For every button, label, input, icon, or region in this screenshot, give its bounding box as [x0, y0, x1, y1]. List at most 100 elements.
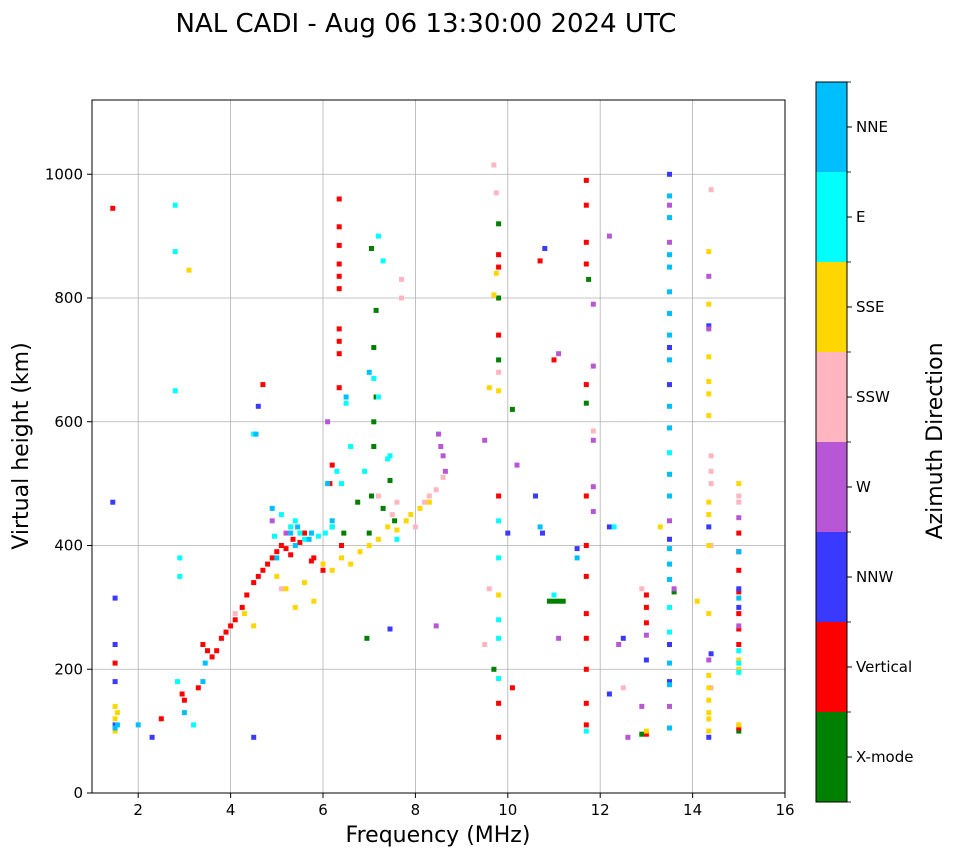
- point-vertical: [336, 286, 342, 292]
- point-e: [297, 530, 303, 536]
- point-sse: [736, 657, 742, 663]
- point-nnw: [667, 679, 672, 685]
- point-vertical: [181, 697, 187, 703]
- point-sse: [486, 385, 492, 391]
- point-e: [343, 400, 349, 406]
- point-sse: [706, 672, 712, 678]
- point-x-mode: [551, 598, 557, 604]
- point-nnw: [667, 345, 672, 350]
- point-x-mode: [491, 666, 497, 672]
- point-ssw: [708, 453, 714, 459]
- point-w: [667, 703, 672, 709]
- point-nne: [325, 481, 331, 487]
- point-ssw: [394, 499, 400, 505]
- point-vertical: [537, 258, 543, 264]
- point-sse: [736, 666, 742, 672]
- point-sse: [394, 527, 400, 533]
- point-nne: [667, 660, 672, 666]
- point-sse: [706, 413, 712, 419]
- point-e: [362, 468, 368, 474]
- point-sse: [694, 598, 700, 604]
- point-ssw: [496, 369, 502, 375]
- point-vertical: [583, 543, 589, 548]
- point-nnw: [708, 651, 714, 657]
- point-e: [496, 676, 502, 681]
- point-sse: [706, 354, 712, 360]
- point-nne: [181, 710, 187, 716]
- data-points: [110, 162, 742, 740]
- point-e: [348, 444, 354, 449]
- point-e: [272, 533, 277, 539]
- point-vertical: [496, 493, 502, 499]
- point-nne: [292, 543, 298, 548]
- point-ssw: [708, 468, 714, 474]
- colorbar-swatch-x-mode: [816, 712, 847, 802]
- point-vertical: [290, 536, 296, 542]
- point-vertical: [112, 660, 118, 666]
- point-e: [339, 481, 344, 487]
- point-vertical: [239, 604, 245, 610]
- point-nnw: [667, 642, 672, 647]
- point-nne: [736, 595, 742, 601]
- point-e: [611, 524, 617, 530]
- point-e: [334, 468, 340, 474]
- point-x-mode: [364, 635, 370, 641]
- point-sse: [112, 728, 118, 734]
- point-nnw: [736, 586, 742, 592]
- point-w: [590, 484, 596, 490]
- point-vertical: [496, 264, 502, 270]
- x-tick-label: 14: [683, 801, 702, 819]
- point-vertical: [583, 202, 589, 208]
- point-nnw: [643, 657, 649, 663]
- point-ssw: [493, 190, 499, 196]
- point-w: [736, 515, 742, 521]
- point-sse: [357, 549, 363, 555]
- point-e: [387, 453, 393, 459]
- point-sse: [643, 728, 649, 734]
- point-nnw: [667, 382, 672, 388]
- point-e: [496, 518, 502, 524]
- y-tick-label: 200: [54, 660, 83, 678]
- point-vertical: [736, 626, 742, 632]
- colorbar-tick-label: X-mode: [856, 748, 913, 766]
- point-vertical: [496, 700, 502, 706]
- point-vertical: [583, 573, 589, 579]
- point-sse: [736, 481, 742, 487]
- point-sse: [114, 710, 120, 716]
- point-nne: [295, 524, 301, 530]
- point-vertical: [336, 385, 342, 391]
- point-e: [496, 617, 502, 623]
- colorbar-swatch-nnw: [816, 532, 847, 622]
- point-nne: [112, 725, 118, 731]
- point-nne: [537, 524, 543, 530]
- point-e: [385, 456, 391, 462]
- point-e: [175, 679, 180, 685]
- point-nne: [288, 530, 294, 536]
- point-vertical: [110, 205, 116, 211]
- point-vertical: [223, 629, 229, 635]
- point-ssw: [232, 611, 238, 617]
- point-w: [590, 437, 596, 443]
- point-nne: [135, 722, 141, 728]
- point-ssw: [736, 493, 742, 499]
- point-w: [706, 657, 712, 663]
- point-e: [583, 728, 589, 734]
- point-sse: [366, 543, 372, 548]
- point-w: [556, 351, 562, 357]
- point-vertical: [336, 224, 342, 230]
- point-x-mode: [546, 598, 552, 604]
- point-x-mode: [380, 505, 386, 511]
- point-x-mode: [371, 345, 377, 350]
- point-e: [302, 536, 307, 542]
- point-sse: [706, 391, 712, 397]
- point-x-mode: [371, 419, 377, 425]
- axis-ticks: 2 4 6 8 10 12 14 16 0 200 400 600 800 1000: [45, 165, 795, 819]
- point-vertical: [308, 558, 314, 564]
- point-vertical: [551, 357, 557, 363]
- point-vertical: [336, 338, 342, 344]
- point-sse: [657, 524, 663, 530]
- point-e: [172, 388, 178, 394]
- point-sse: [706, 716, 712, 722]
- point-w: [440, 453, 446, 459]
- point-e: [177, 573, 183, 579]
